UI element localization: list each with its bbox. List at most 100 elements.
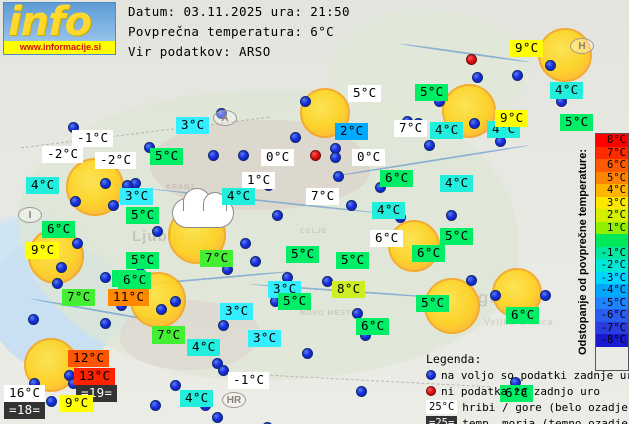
station-dot-available[interactable] [72,238,83,249]
sun-icon [424,278,480,334]
station-dot-available[interactable] [545,60,556,71]
country-code-a: A [213,110,237,126]
legend-title: Legenda: [426,352,482,366]
station-dot-available[interactable] [472,72,483,83]
temperature-chip: 12°C [68,350,110,367]
temperature-chip: 6°C [370,230,404,247]
station-dot-available[interactable] [56,262,67,273]
legend-sea-swatch: =25= [426,416,458,424]
station-dot-available[interactable] [333,171,344,182]
station-dot-available[interactable] [346,200,357,211]
temperature-chip: 4°C [180,390,214,407]
station-dot-available[interactable] [100,272,111,283]
station-dot-available[interactable] [156,304,167,315]
temperature-chip: 5°C [278,293,312,310]
legend-item-label: temp. morja (temno ozadje) [462,416,629,424]
station-dot-available[interactable] [100,318,111,329]
temperature-chip: =18= [4,402,46,419]
color-scale-step: -5°C [596,296,628,309]
station-dot-available[interactable] [272,210,283,221]
temperature-chip: 6°C [380,170,414,187]
station-dot-available[interactable] [240,238,251,249]
color-scale-step: -4°C [596,284,628,297]
temperature-chip: 6°C [506,307,540,324]
color-scale-step: -3°C [596,271,628,284]
color-scale-step: 4°C [596,184,628,197]
station-dot-available[interactable] [52,278,63,289]
station-dot-available[interactable] [212,358,223,369]
temperature-chip: 4°C [222,188,256,205]
station-dot-available[interactable] [300,96,311,107]
station-dot-available[interactable] [330,152,341,163]
station-dot-available[interactable] [46,396,57,407]
color-scale-step: 3°C [596,196,628,209]
sun-icon [538,28,592,82]
temperature-chip: 6°C [356,318,390,335]
station-dot-available[interactable] [446,210,457,221]
station-dot-available[interactable] [70,196,81,207]
temperature-chip: 4°C [187,339,221,356]
temperature-chip: 4°C [550,82,584,99]
site-logo[interactable]: info www.informacije.si [3,2,116,55]
station-dot-available[interactable] [356,386,367,397]
color-scale-step [596,234,628,247]
station-dot-available[interactable] [208,150,219,161]
temperature-chip: 11°C [108,289,150,306]
color-scale-step: 2°C [596,209,628,222]
temperature-chip: 5°C [126,252,160,269]
station-dot-available[interactable] [152,226,163,237]
legend-item-label: ni podatka za zadnjo uro [441,384,600,398]
temperature-chip: 1°C [242,172,276,189]
header-average-temperature: Povprečna temperatura: 6°C [128,24,335,39]
temperature-chip: 5°C [348,85,382,102]
legend-item: 25°C hribi / gore (belo ozadje) [426,399,629,415]
temperature-chip: 5°C [286,246,320,263]
color-scale-step: 7°C [596,146,628,159]
station-dot-available[interactable] [466,275,477,286]
station-dot-available[interactable] [512,70,523,81]
station-dot-available[interactable] [218,320,229,331]
station-dot-available[interactable] [100,178,111,189]
temperature-chip: 5°C [336,252,370,269]
station-dot-available[interactable] [218,365,229,376]
header-data-source: Vir podatkov: ARSO [128,44,271,59]
station-dot-available[interactable] [170,296,181,307]
station-dot-available[interactable] [469,118,480,129]
station-dot-unavailable[interactable] [466,54,477,65]
station-dot-available[interactable] [302,348,313,359]
header-date-time: Datum: 03.11.2025 ura: 21:50 [128,4,350,19]
station-dot-available[interactable] [212,412,223,423]
color-scale: Odstopanje od povprečne temperature: 8°C… [573,133,629,371]
temperature-chip: 5°C [416,295,450,312]
station-dot-available[interactable] [490,290,501,301]
station-dot-available[interactable] [424,140,435,151]
country-code-hr: HR [222,392,246,408]
station-dot-available[interactable] [108,200,119,211]
legend-unavailable-dot-icon [426,386,436,396]
temperature-chip: 4°C [440,175,474,192]
temperature-chip: 9°C [26,242,60,259]
station-dot-available[interactable] [290,132,301,143]
station-dot-available[interactable] [238,150,249,161]
station-dot-unavailable[interactable] [310,150,321,161]
temperature-chip: -2°C [42,146,84,163]
temperature-chip: 6°C [500,385,534,402]
temperature-chip: 16°C [4,385,46,402]
temperature-chip: 5°C [415,84,449,101]
legend-item: na voljo so podatki zadnje ure [426,367,629,383]
temperature-chip: 2°C [335,123,369,140]
station-dot-available[interactable] [144,142,155,153]
temperature-chip: 0°C [261,149,295,166]
station-dot-available[interactable] [540,290,551,301]
station-dot-available[interactable] [150,400,161,411]
station-dot-available[interactable] [250,256,261,267]
logo-url-label: www.informacije.si [4,41,115,54]
color-scale-step: 1°C [596,221,628,234]
temperature-chip: 0°C [352,149,386,166]
temperature-chip: 9°C [510,40,544,57]
station-dot-available[interactable] [170,380,181,391]
station-dot-available[interactable] [28,314,39,325]
country-code-i: I [18,207,42,223]
temperature-chip: 7°C [306,188,340,205]
